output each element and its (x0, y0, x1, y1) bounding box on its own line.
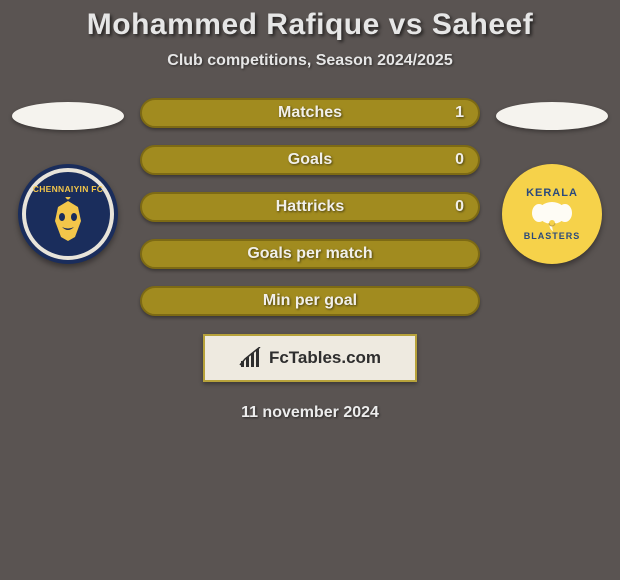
left-flag-placeholder (12, 102, 124, 130)
stat-row-goals: Goals 0 (140, 145, 480, 175)
footer: FcTables.com 11 november 2024 (203, 334, 417, 422)
stat-right-value: 0 (455, 151, 464, 169)
bar-chart-icon (239, 347, 263, 369)
stat-row-goals-per-match: Goals per match (140, 239, 480, 269)
stat-label: Hattricks (276, 198, 344, 216)
right-club-badge: KERALA BLASTERS (502, 164, 602, 264)
page-title: Mohammed Rafique vs Saheef (87, 8, 533, 42)
right-flag-placeholder (496, 102, 608, 130)
stat-row-matches: Matches 1 (140, 98, 480, 128)
date-label: 11 november 2024 (241, 404, 379, 422)
stats-column: Matches 1 Goals 0 Hattricks 0 Goals per … (140, 98, 480, 316)
right-club-badge-inner: KERALA BLASTERS (502, 164, 602, 264)
stat-row-min-per-goal: Min per goal (140, 286, 480, 316)
stat-right-value: 0 (455, 198, 464, 216)
stat-label: Matches (278, 104, 342, 122)
subtitle: Club competitions, Season 2024/2025 (167, 52, 452, 70)
h2h-card: Mohammed Rafique vs Saheef Club competit… (0, 0, 620, 422)
brand-box[interactable]: FcTables.com (203, 334, 417, 382)
left-club-name: CHENNAIYIN FC (33, 185, 104, 194)
main-row: CHENNAIYIN FC Matches (0, 98, 620, 316)
elephant-icon (529, 199, 575, 233)
stat-label: Goals (288, 151, 332, 169)
left-club-badge: CHENNAIYIN FC (18, 164, 118, 264)
stat-label: Goals per match (247, 245, 372, 263)
right-player-col: KERALA BLASTERS (492, 98, 612, 264)
tribal-mask-icon (45, 197, 91, 243)
right-club-name-line2: BLASTERS (524, 231, 581, 241)
brand-label: FcTables.com (269, 348, 381, 368)
stat-row-hattricks: Hattricks 0 (140, 192, 480, 222)
left-player-col: CHENNAIYIN FC (8, 98, 128, 264)
stat-label: Min per goal (263, 292, 357, 310)
stat-right-value: 1 (455, 104, 464, 122)
right-club-name-line1: KERALA (526, 187, 578, 199)
left-club-badge-inner: CHENNAIYIN FC (26, 172, 110, 256)
